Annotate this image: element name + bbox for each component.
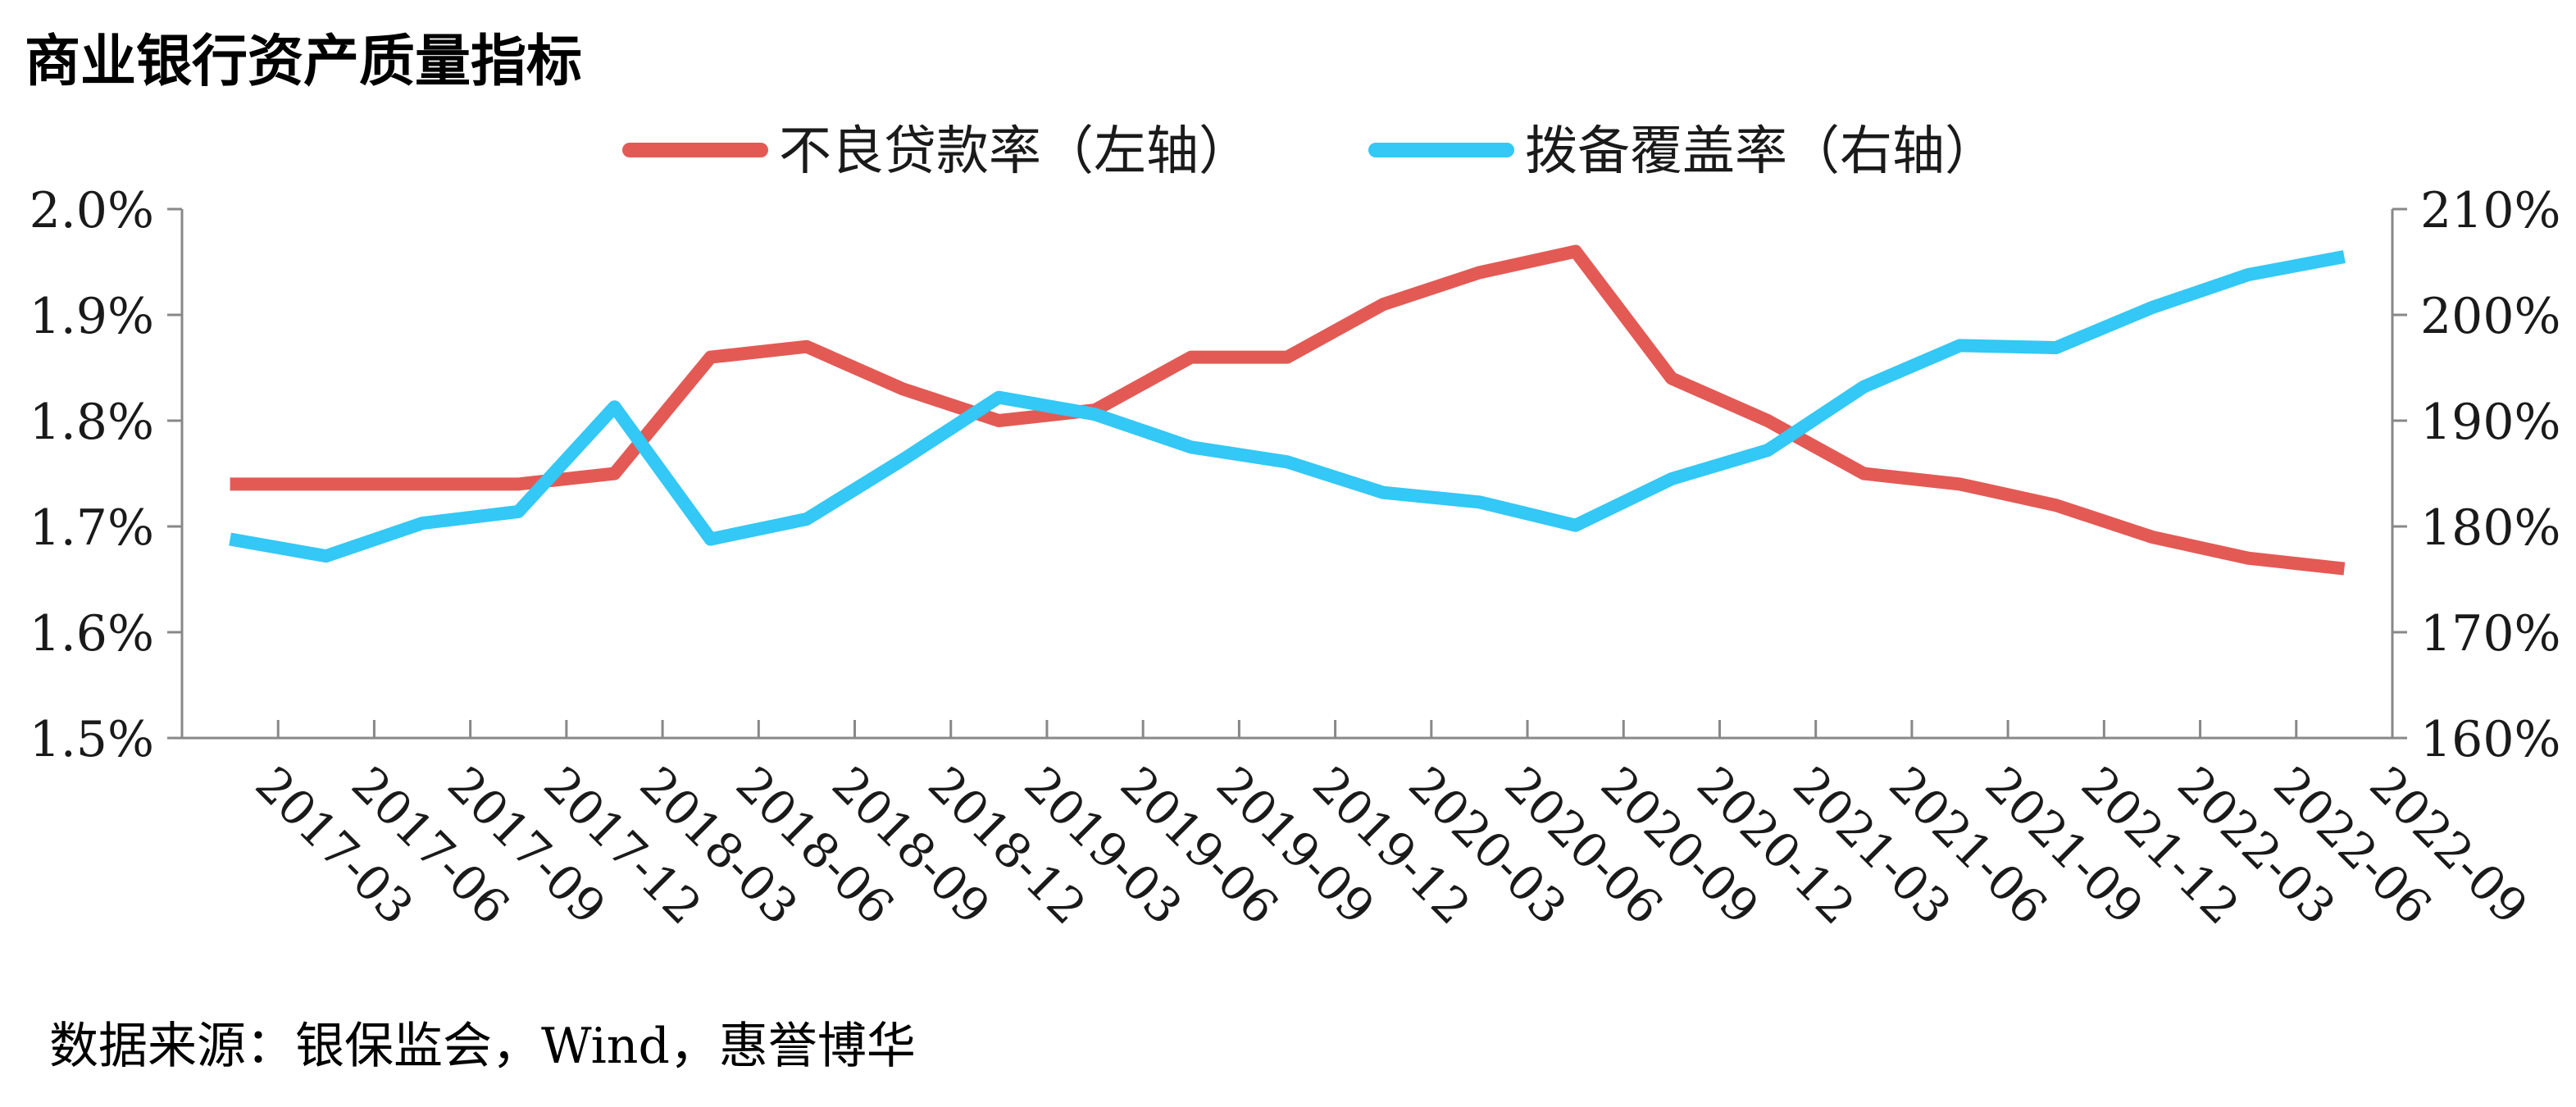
- y-right-tick-label: 160%: [2420, 711, 2561, 768]
- legend-label: 不良贷款率（左轴）: [779, 121, 1251, 182]
- y-right-tick-label: 190%: [2420, 394, 2561, 451]
- y-left-tick-label: 2.0%: [30, 182, 154, 239]
- y-right-tick-label: 210%: [2420, 182, 2561, 239]
- y-left-tick-label: 1.5%: [30, 711, 154, 768]
- y-right-tick-label: 180%: [2420, 499, 2561, 557]
- legend: 不良贷款率（左轴） 拨备覆盖率（右轴）: [622, 121, 1997, 182]
- source-note: 数据来源：银保监会，Wind，惠誉博华: [49, 1018, 916, 1075]
- y-right-tick-label: 170%: [2420, 605, 2561, 663]
- y-left-tick-label: 1.6%: [30, 605, 154, 663]
- plot-area: [229, 244, 2346, 576]
- y-left-tick-label: 1.7%: [30, 499, 154, 557]
- y-right-tick-label: 200%: [2420, 288, 2561, 345]
- legend-label: 拨备覆盖率（右轴）: [1525, 121, 1997, 182]
- series-line-npl-ratio: [230, 244, 2346, 576]
- axes: 1.5% 1.6% 1.7% 1.8% 1.9% 2.0% 160% 170% 180% 190%…: [30, 182, 2561, 768]
- x-axis-labels: 2017-032017-062017-092017-122018-032018-…: [245, 756, 2538, 936]
- series-line-provision-coverage: [229, 250, 2346, 563]
- y-left-tick-label: 1.9%: [30, 288, 154, 345]
- chart-title: 商业银行资产质量指标: [25, 30, 582, 94]
- y-left-tick-label: 1.8%: [30, 394, 154, 451]
